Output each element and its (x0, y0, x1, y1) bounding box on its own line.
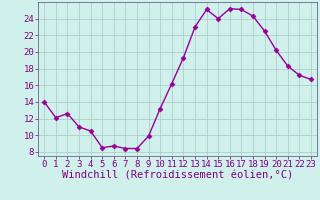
X-axis label: Windchill (Refroidissement éolien,°C): Windchill (Refroidissement éolien,°C) (62, 171, 293, 181)
